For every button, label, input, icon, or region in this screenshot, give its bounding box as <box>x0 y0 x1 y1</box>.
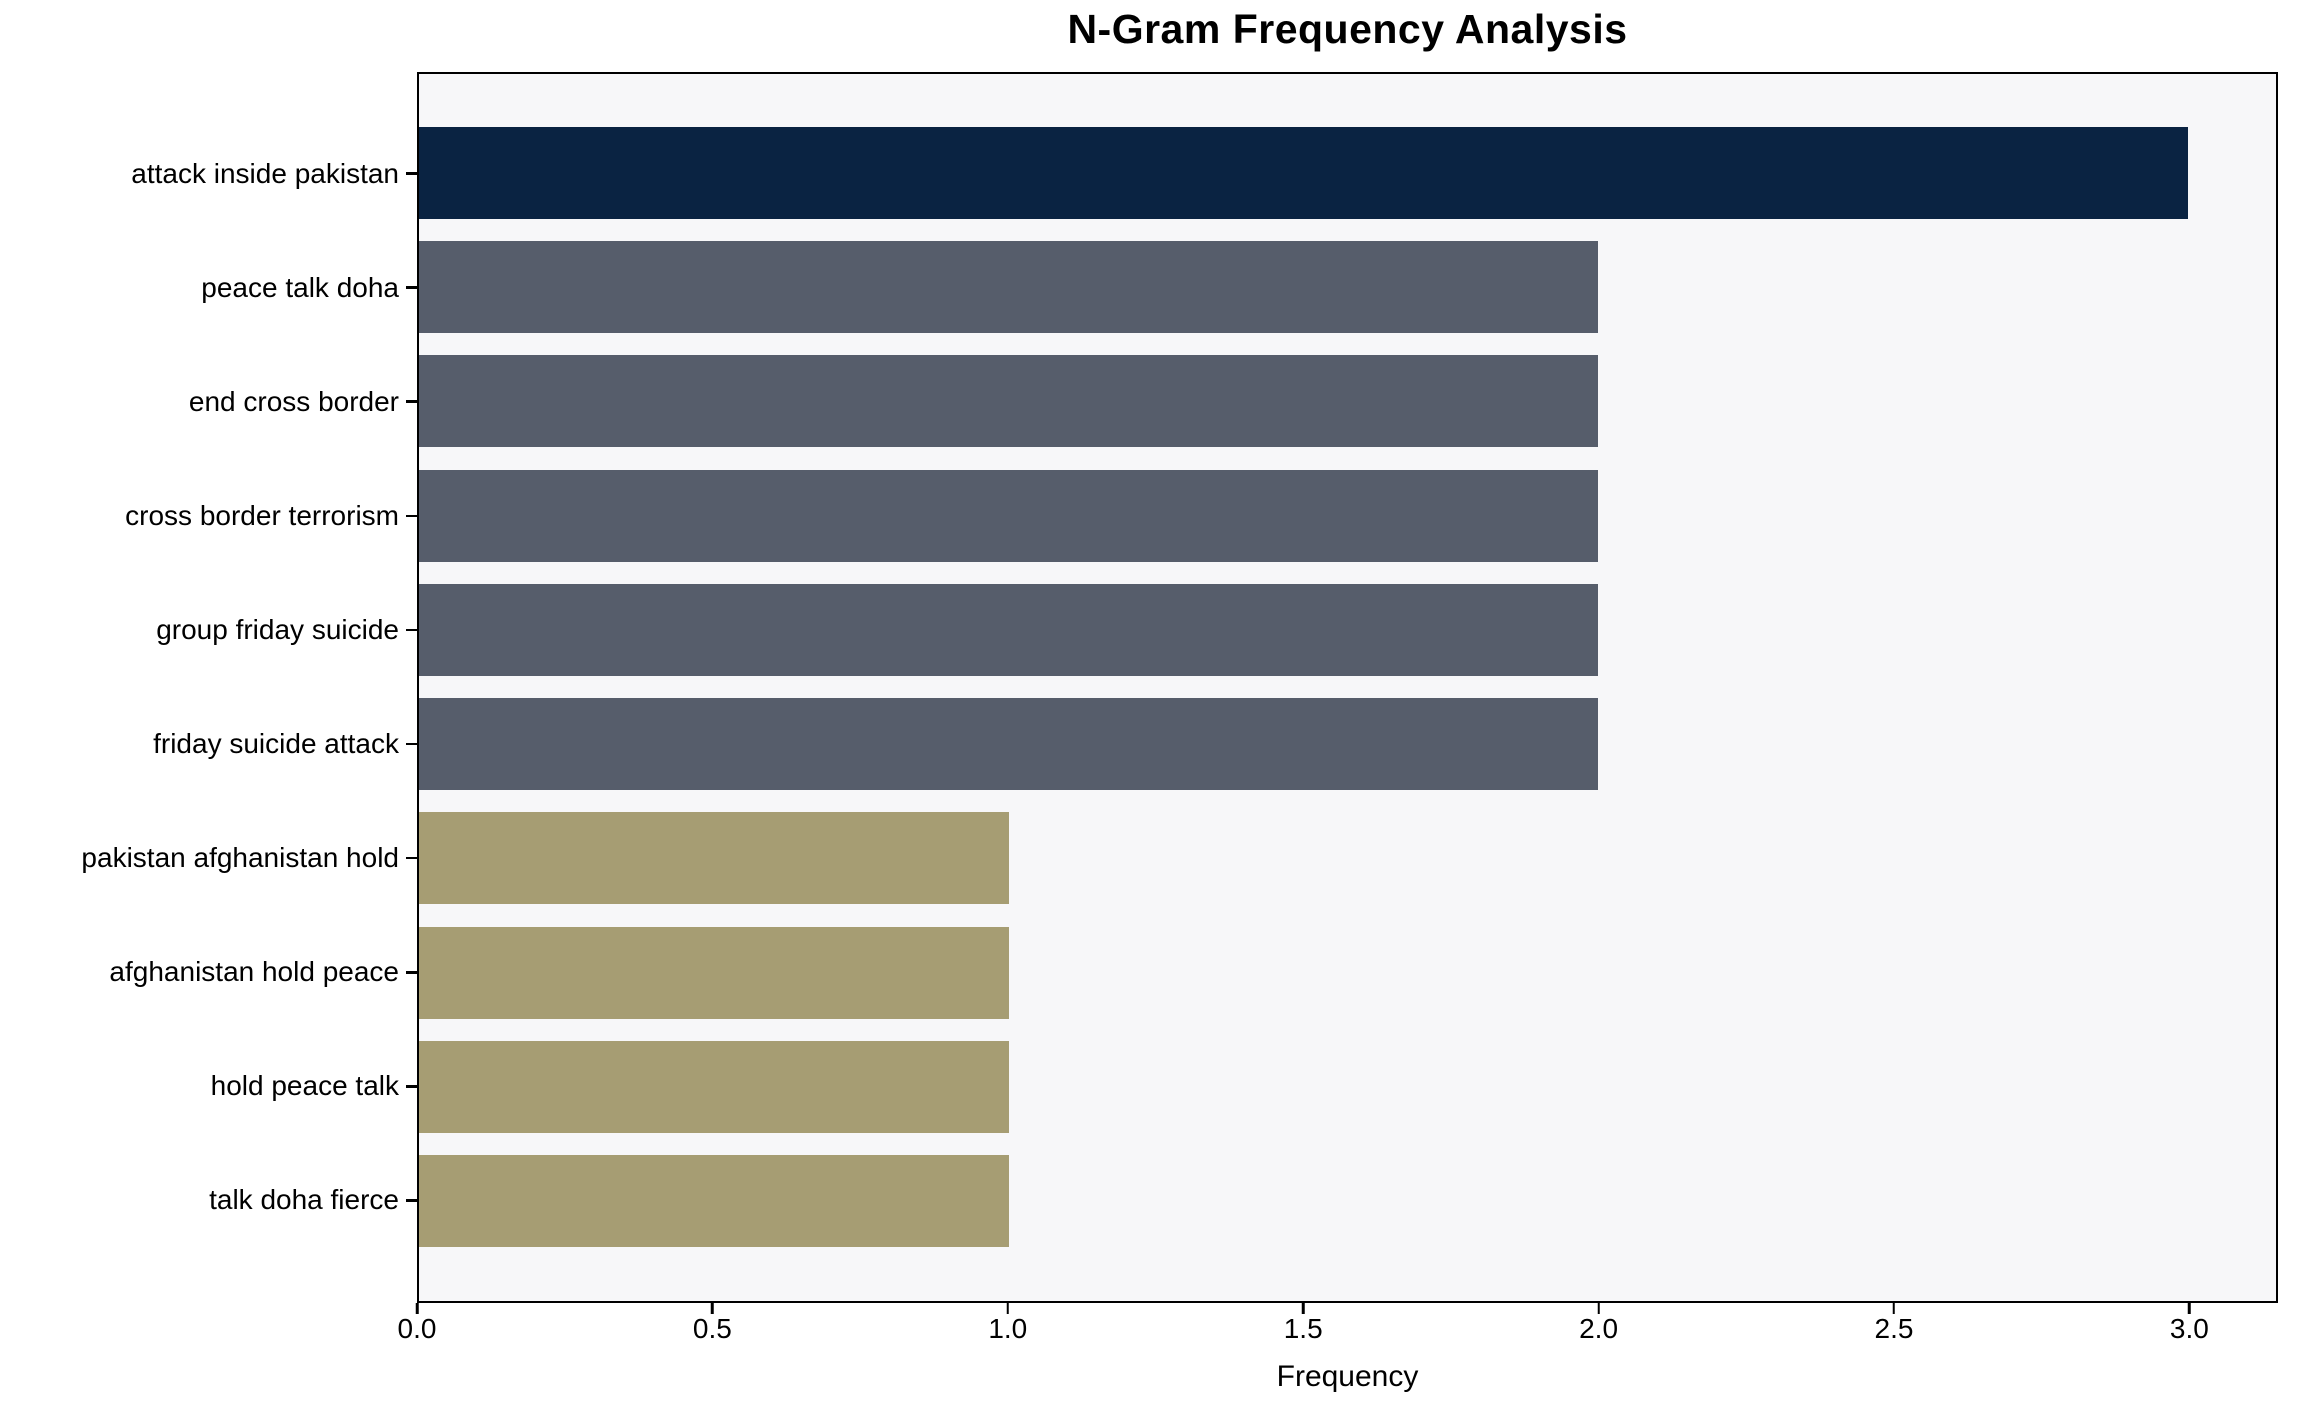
y-tick-row <box>406 698 417 790</box>
bar <box>419 469 1599 562</box>
y-tick-mark <box>406 286 417 289</box>
y-tick-row <box>406 242 417 334</box>
bar-row <box>419 1040 2276 1133</box>
y-tick-row <box>406 584 417 676</box>
x-tick-mark <box>1597 1303 1600 1314</box>
bar <box>419 127 2188 219</box>
bar-row <box>419 583 2276 676</box>
x-tick-label: 1.5 <box>1283 1313 1323 1344</box>
y-tick-row <box>406 926 417 1018</box>
y-tick-row <box>406 356 417 448</box>
x-tick-label: 3.0 <box>2169 1313 2209 1344</box>
x-tick-mark <box>2188 1303 2191 1314</box>
x-tick-label: 0.0 <box>397 1313 437 1344</box>
y-tick-mark <box>406 400 417 403</box>
y-axis-label: end cross border <box>188 385 399 417</box>
y-axis-label: group friday suicide <box>156 613 399 645</box>
bar <box>419 355 1599 448</box>
y-axis-label: hold peace talk <box>210 1070 399 1102</box>
y-tick-row <box>406 1154 417 1246</box>
x-tick-mark <box>1301 1303 1305 1314</box>
y-tick-row <box>406 470 417 562</box>
y-tick-mark <box>406 1199 417 1202</box>
x-tick-label: 2.5 <box>1874 1313 1914 1344</box>
y-axis-label: friday suicide attack <box>153 728 399 760</box>
y-tick-mark <box>406 742 417 746</box>
plot-area <box>417 72 2278 1303</box>
bar-row <box>419 812 2276 905</box>
y-tick-mark <box>406 856 417 860</box>
bar-series <box>419 74 2276 1301</box>
bar-row <box>419 127 2276 219</box>
y-tick-mark <box>406 514 417 518</box>
bar <box>419 698 1599 791</box>
bar <box>419 1040 1009 1133</box>
bar <box>419 812 1009 905</box>
x-axis-tick-marks <box>415 1303 2278 1315</box>
bar <box>419 1154 1009 1247</box>
y-axis-label: cross border terrorism <box>125 499 399 531</box>
x-axis-tick-labels: 0.0 0.5 1.0 1.5 2.0 2.5 3.0 <box>398 1313 2278 1347</box>
y-tick-mark <box>406 172 417 175</box>
y-axis-label: afghanistan hold peace <box>109 956 399 988</box>
x-tick-label: 2.0 <box>1579 1313 1619 1344</box>
y-axis-label: talk doha fierce <box>209 1184 399 1216</box>
x-tick-mark <box>1892 1303 1896 1314</box>
y-tick-row <box>406 812 417 904</box>
y-tick-row <box>406 128 417 220</box>
bar-row <box>419 698 2276 791</box>
y-tick-row <box>406 1040 417 1132</box>
bar-row <box>419 241 2276 334</box>
y-axis-labels: attack inside pakistan peace talk doha end… <box>0 75 399 1301</box>
x-tick-label: 1.0 <box>988 1313 1028 1344</box>
y-tick-mark <box>406 1085 417 1088</box>
y-tick-mark <box>406 628 417 632</box>
bar <box>419 583 1599 676</box>
y-axis-label: attack inside pakistan <box>131 157 399 189</box>
bar-row <box>419 926 2276 1019</box>
x-axis-title: Frequency <box>1276 1360 1419 1393</box>
x-tick-label: 0.5 <box>692 1313 732 1344</box>
chart-title: N-Gram Frequency Analysis <box>1067 6 1628 52</box>
bar <box>419 926 1009 1019</box>
y-axis-label: peace talk doha <box>201 271 399 303</box>
bar-row <box>419 1154 2276 1247</box>
bar <box>419 241 1599 334</box>
x-tick-mark <box>415 1303 419 1314</box>
bar-row <box>419 469 2276 562</box>
x-tick-mark <box>1006 1303 1010 1314</box>
x-tick-mark <box>711 1303 714 1314</box>
y-axis-label: pakistan afghanistan hold <box>81 842 399 874</box>
bar-row <box>419 355 2276 448</box>
y-axis-tick-marks <box>406 75 417 1301</box>
y-tick-mark <box>406 971 417 974</box>
